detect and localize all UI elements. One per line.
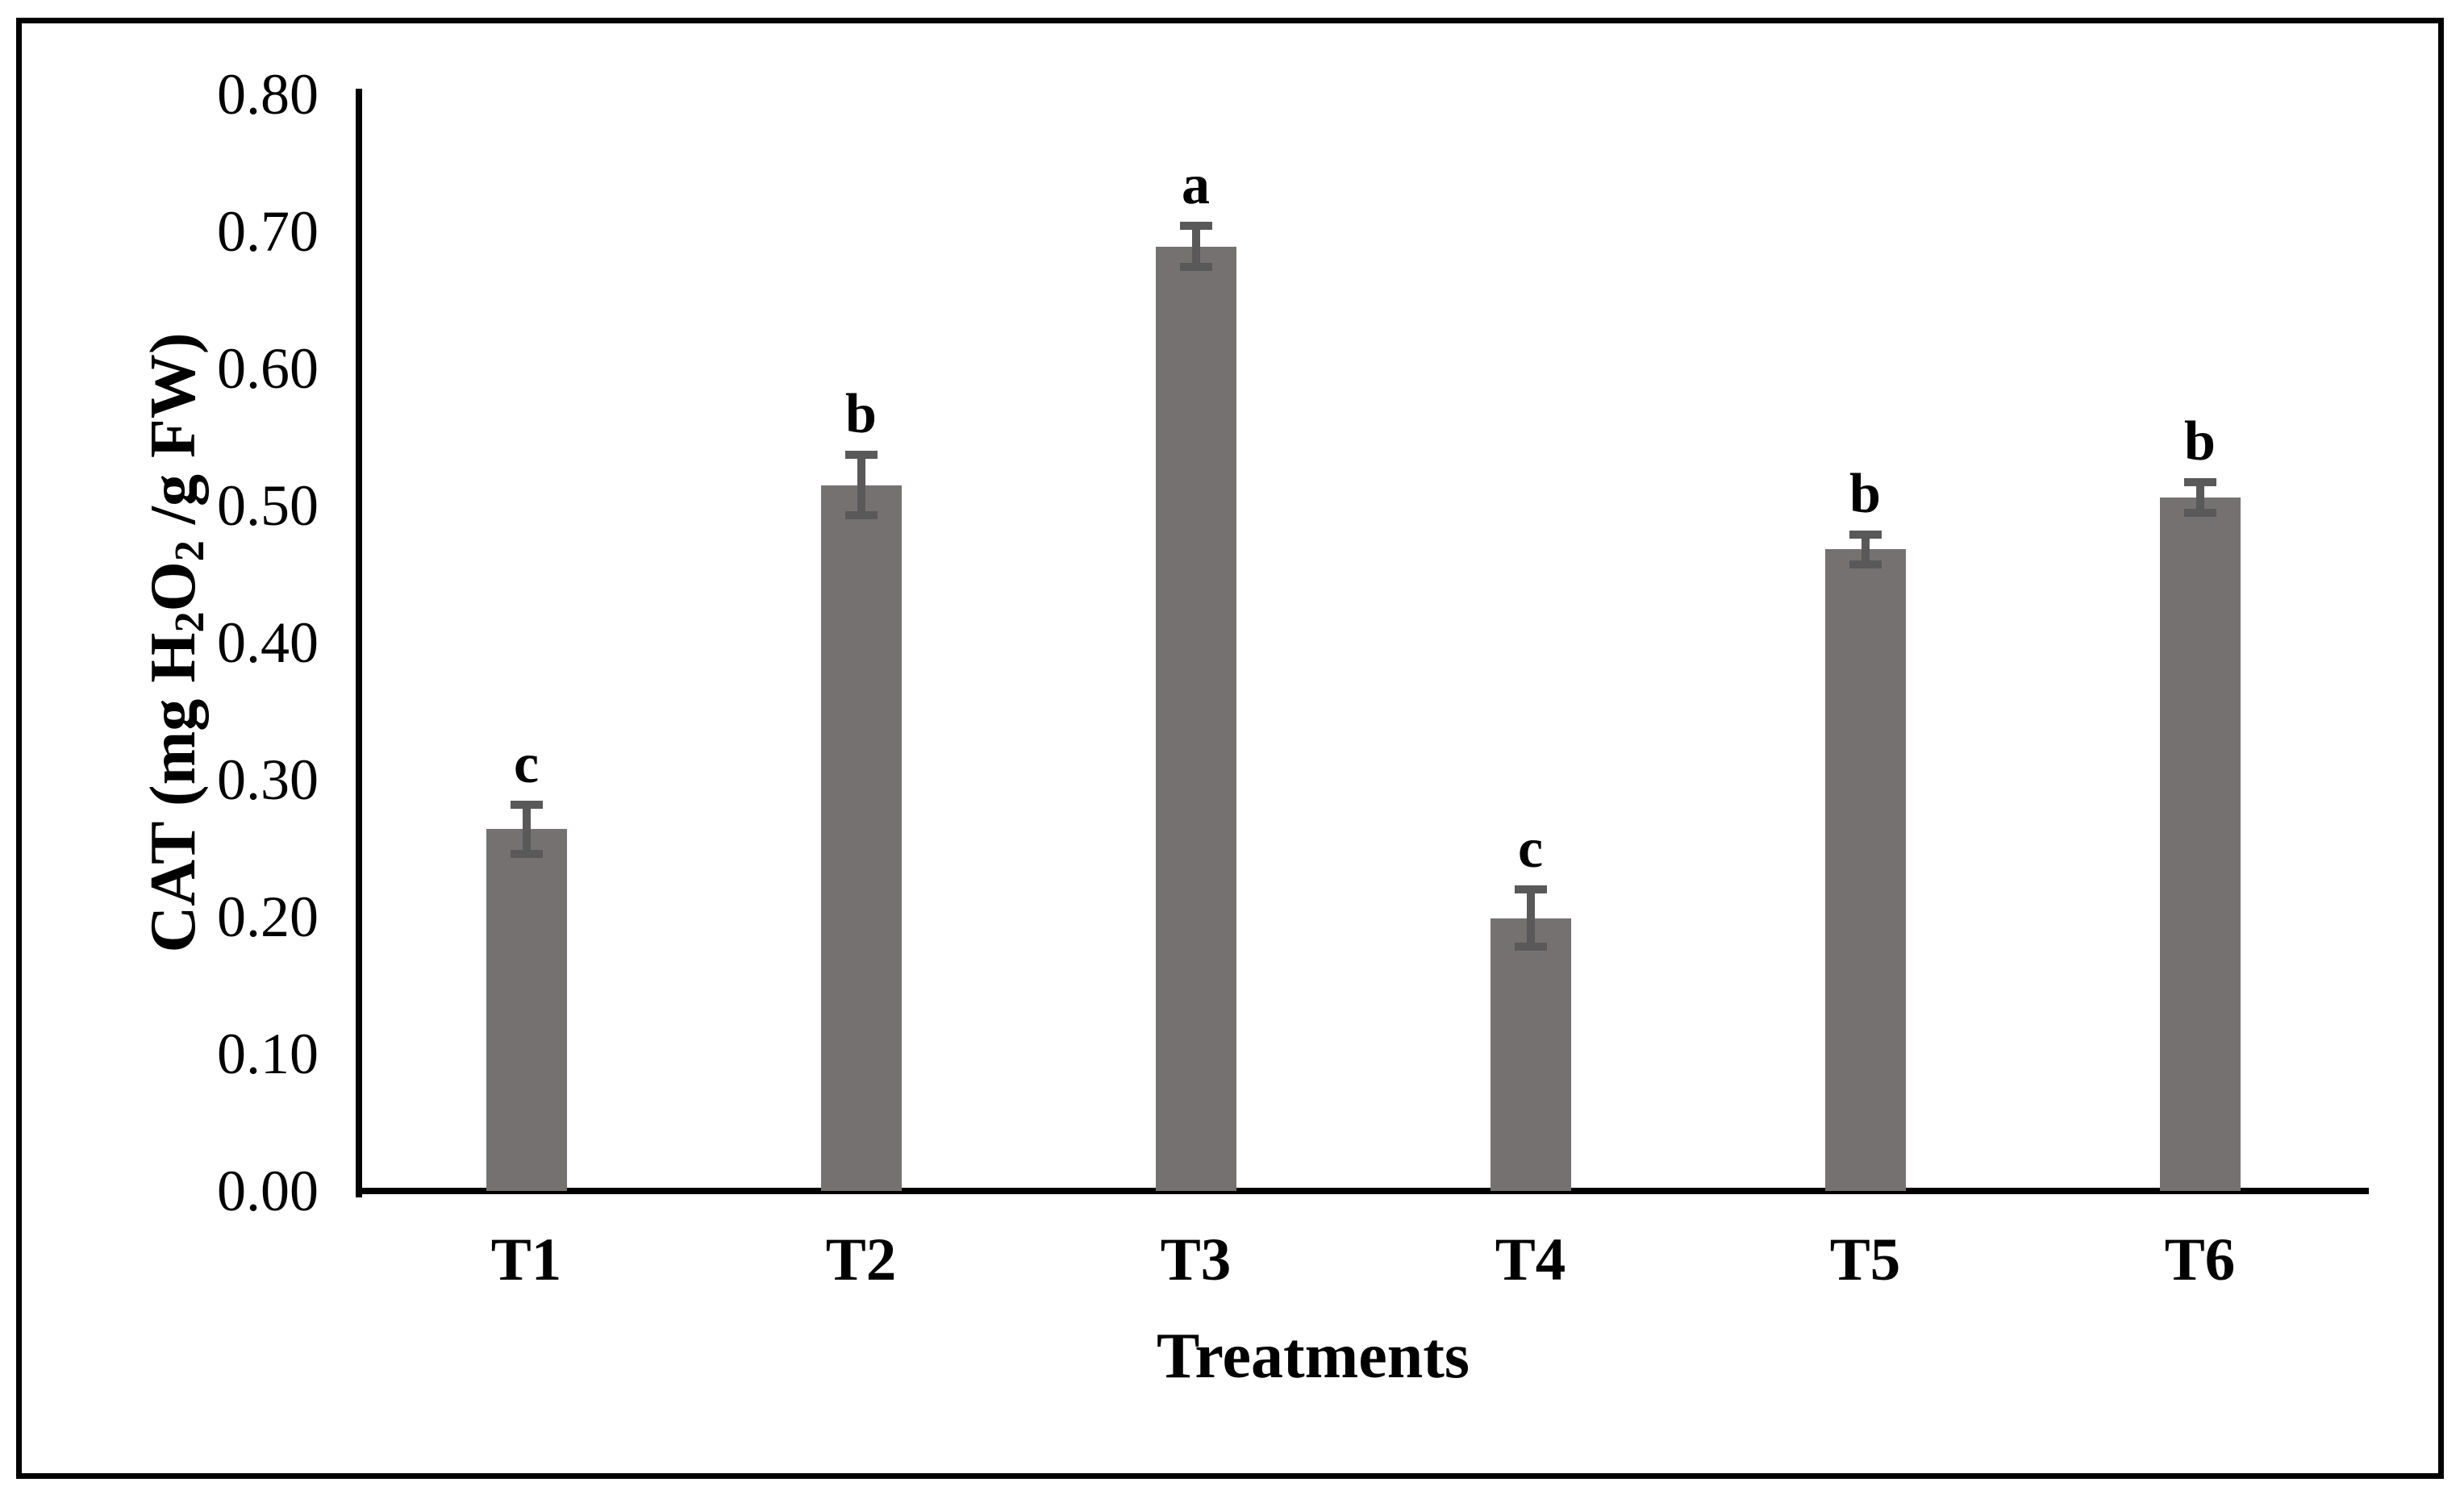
x-tick-label-T3: T3: [1160, 1226, 1232, 1293]
significance-letter: c: [513, 732, 540, 795]
error-bar-stem: [857, 455, 865, 515]
error-bar-stem: [1526, 889, 1535, 947]
significance-letter: b: [845, 383, 877, 446]
x-tick-label-T2: T2: [825, 1226, 897, 1293]
bar-T4: [1490, 918, 1571, 1191]
y-tick-label: 0.60: [217, 336, 319, 401]
y-tick-label: 0.50: [217, 473, 319, 538]
y-tick-label: 0.10: [217, 1022, 319, 1086]
bar-T2: [820, 485, 902, 1191]
error-bar-cap: [1179, 263, 1212, 272]
error-bar-cap: [2183, 478, 2216, 487]
significance-letter: b: [2184, 410, 2216, 473]
error-bar-cap: [1849, 530, 1882, 539]
x-axis-title: Treatments: [1156, 1321, 1470, 1392]
error-bar-cap: [844, 510, 878, 519]
error-bar-cap: [1514, 943, 1547, 951]
bar-T6: [2159, 497, 2241, 1191]
bar-T1: [486, 829, 567, 1191]
error-bar-cap: [844, 451, 878, 460]
error-bar-cap: [2183, 508, 2216, 517]
bar-T5: [1824, 549, 1906, 1191]
y-tick-label: 0.70: [217, 199, 319, 264]
y-axis-title-subscript: 2: [167, 540, 214, 562]
x-axis-line: [356, 1188, 2369, 1194]
significance-letter: a: [1182, 154, 1210, 217]
bar-T3: [1155, 246, 1236, 1191]
error-bar-cap: [510, 849, 543, 858]
significance-letter: b: [1849, 462, 1881, 525]
error-bar-stem: [522, 804, 531, 854]
error-bar-stem: [1191, 226, 1200, 268]
error-bar-cap: [510, 800, 543, 809]
x-tick-label-T1: T1: [490, 1226, 562, 1293]
y-tick-label: 0.20: [217, 885, 319, 949]
y-tick-label: 0.00: [217, 1159, 319, 1223]
y-axis-title-text: O: [138, 561, 209, 612]
x-tick-label-T6: T6: [2164, 1226, 2236, 1293]
x-tick-label-T4: T4: [1495, 1226, 1566, 1293]
y-axis-line: [356, 89, 362, 1197]
y-tick-label: 0.40: [217, 610, 319, 675]
y-tick-label: 0.80: [217, 62, 319, 127]
error-bar-stem: [1861, 534, 1870, 565]
y-tick-label: 0.30: [217, 747, 319, 812]
significance-letter: c: [1517, 818, 1544, 880]
error-bar-stem: [2195, 482, 2204, 513]
error-bar-cap: [1514, 885, 1547, 893]
x-tick-label-T5: T5: [1829, 1226, 1901, 1293]
error-bar-cap: [1849, 560, 1882, 569]
error-bar-cap: [1179, 222, 1212, 231]
